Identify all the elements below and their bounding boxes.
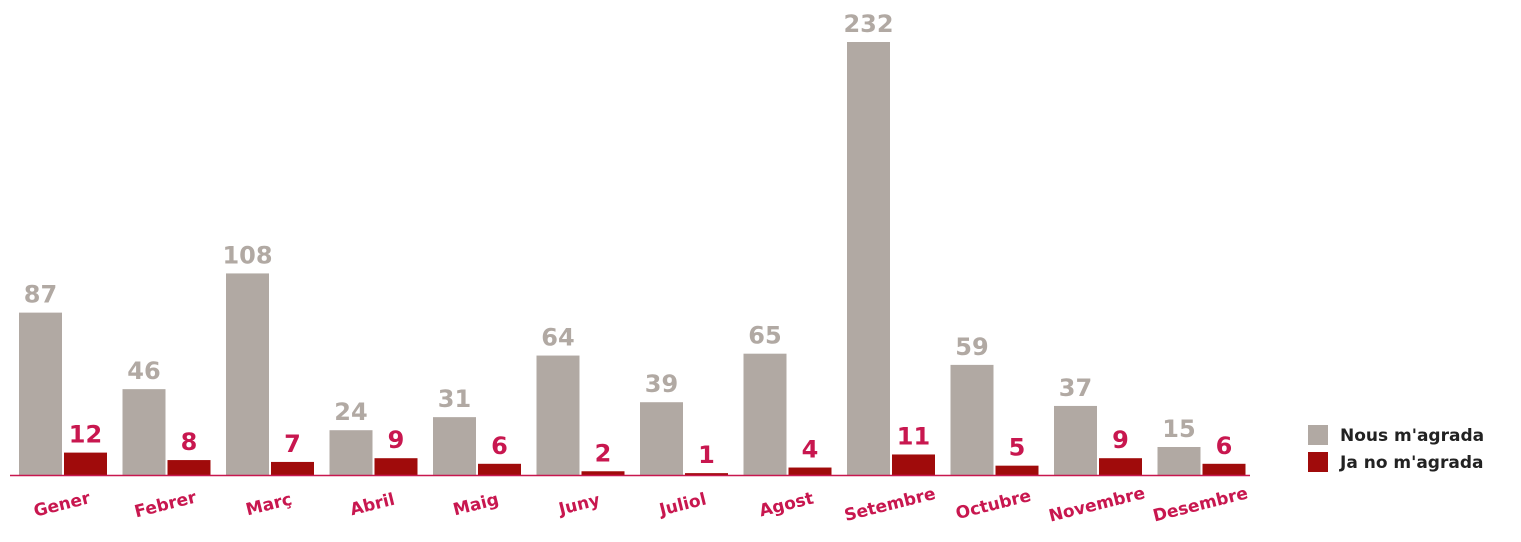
value-label: 24 — [334, 398, 367, 426]
bar — [788, 467, 832, 475]
bar — [122, 389, 166, 475]
x-tick-label: Setembre — [842, 484, 937, 526]
value-label: 87 — [24, 281, 57, 309]
bar — [271, 461, 314, 475]
x-tick-label: Octubre — [954, 486, 1033, 524]
value-label: 59 — [955, 333, 988, 361]
value-label: 46 — [127, 357, 160, 385]
value-label: 65 — [748, 322, 781, 350]
x-tick-label: Gener — [32, 488, 93, 521]
legend-label: Nous m'agrada — [1340, 426, 1484, 446]
legend-swatch — [1308, 425, 1328, 445]
x-tick-label: Novembre — [1047, 483, 1147, 526]
value-label: 4 — [802, 436, 819, 464]
value-label: 1 — [698, 441, 715, 469]
x-tick-label: Agost — [757, 489, 815, 522]
bar — [743, 353, 787, 475]
value-label: 31 — [438, 385, 471, 413]
legend-label: Ja no m'agrada — [1339, 453, 1483, 473]
value-label: 39 — [645, 370, 678, 398]
bar — [536, 355, 580, 475]
bar — [995, 465, 1039, 475]
bar — [433, 417, 476, 475]
bar — [892, 454, 935, 475]
bar — [167, 460, 211, 475]
value-label: 2 — [595, 439, 612, 467]
value-label: 8 — [181, 428, 198, 456]
value-label: 6 — [491, 432, 508, 460]
x-tick-label: Juny — [556, 490, 602, 520]
value-label: 232 — [843, 10, 893, 38]
value-label: 5 — [1009, 434, 1026, 462]
bar — [64, 452, 107, 475]
value-label: 64 — [541, 324, 574, 352]
bar — [374, 458, 418, 475]
bar — [478, 463, 521, 475]
bar — [1157, 447, 1201, 475]
bar — [581, 471, 625, 475]
value-label: 9 — [1112, 426, 1129, 454]
x-tick-label: Maig — [451, 490, 501, 521]
bar — [950, 364, 994, 475]
bar — [329, 430, 373, 475]
bar — [847, 42, 890, 475]
legend-swatch — [1308, 452, 1328, 472]
x-tick-label: Abril — [348, 490, 397, 520]
bar — [226, 273, 269, 475]
bar — [1202, 463, 1246, 475]
bar — [19, 312, 62, 475]
x-tick-label: Març — [244, 490, 294, 521]
x-tick-label: Juliol — [657, 490, 709, 521]
value-label: 15 — [1162, 415, 1195, 443]
value-label: 11 — [897, 422, 930, 450]
value-label: 12 — [69, 421, 102, 449]
value-label: 6 — [1216, 432, 1233, 460]
bar — [640, 402, 683, 475]
value-label: 108 — [222, 241, 272, 269]
bar — [1054, 405, 1097, 475]
x-tick-label: Febrer — [133, 488, 199, 523]
value-label: 37 — [1059, 374, 1092, 402]
value-label: 7 — [284, 430, 301, 458]
bar — [685, 473, 728, 475]
x-tick-label: Desembre — [1151, 484, 1250, 527]
bar — [1099, 458, 1142, 475]
value-label: 9 — [388, 426, 405, 454]
